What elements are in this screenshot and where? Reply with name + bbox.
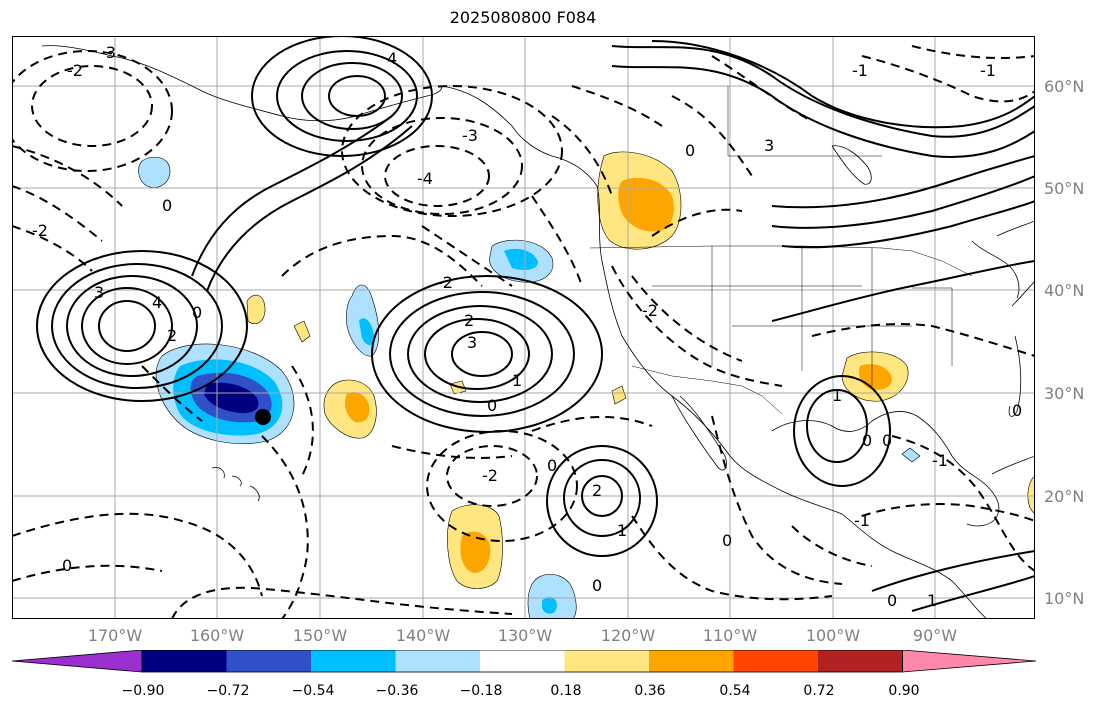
political-borders [589,86,973,415]
contour-label: 0 [887,591,897,610]
colorbar-segments [11,650,1037,673]
contour-label: -2 [67,61,83,80]
contour-label: 1 [512,371,522,390]
contour-label: -1 [980,61,996,80]
colorbar-tick-label: −0.54 [291,683,335,699]
contour-label: -4 [417,169,433,188]
lon-label-100w: 100°W [805,626,861,645]
contour-label: -3 [100,43,116,62]
contour-label: 4 [152,293,162,312]
contour-label: 1 [832,386,842,405]
colorbar-tick-label: 0.36 [634,683,666,699]
negative-anomaly-small-3-core [504,248,538,270]
contour-label: 4 [387,49,397,68]
positive-anomaly-south-core [460,531,491,574]
colorbar-tick-label: −0.36 [375,683,419,699]
coastlines [41,45,1035,619]
lon-label-160w: 160°W [189,626,245,645]
lon-label-130w: 130°W [497,626,553,645]
colorbar-tick-label: 0.54 [719,683,751,699]
colorbar-tick-label: −0.72 [206,683,250,699]
lon-label-150w: 150°W [292,626,348,645]
colorbar-segment [733,650,819,672]
contour-label: 3 [467,333,477,352]
colorbar-segment [564,650,650,672]
colorbar-segment [480,650,565,672]
colorbar-outline [141,650,903,673]
contour-label: 0 [882,431,892,450]
shaded-anomalies [138,151,1035,619]
colorbar-segment [818,650,903,672]
lon-label-170w: 170°W [87,626,143,645]
colorbar-segment [395,650,481,672]
positive-anomaly-small-1 [246,294,266,325]
colorbar-segment [226,650,312,672]
map-title: 2025080800 F084 [449,8,597,27]
contour-label: -2 [642,301,658,320]
colorbar-segment [142,650,227,672]
contour-label: 0 [1012,401,1022,420]
lat-label-20n: 20°N [1044,487,1085,506]
colorbar-tick-label: 0.72 [803,683,835,699]
contour-label: 2 [592,481,602,500]
lat-label-10n: 10°N [1044,589,1085,608]
colorbar-segment [649,650,734,672]
lat-label-50n: 50°N [1044,179,1085,198]
lat-label-60n: 60°N [1044,77,1085,96]
contour-label: 0 [62,556,72,575]
contour-label: -2 [437,273,453,292]
contour-label: 0 [162,196,172,215]
contour-label: 2 [464,311,474,330]
colorbar-tick-label: 0.18 [550,683,582,699]
negative-anomaly-small-4 [527,573,577,619]
positive-anomaly-small-2 [293,320,311,343]
colorbar-tick-label: −0.90 [121,683,165,699]
lat-label-30n: 30°N [1044,384,1085,403]
negative-anomaly-small-4-core [542,596,557,614]
contour-label: -1 [852,61,868,80]
contour-label: 3 [764,136,774,155]
negative-anomaly-small-5 [901,447,921,463]
forecast-map: 4 3 2 3 2 1 4 3 2 1 1 1 0 0 0 0 0 0 0 0 … [12,36,1035,619]
contour-label: 2 [167,326,177,345]
lat-label-40n: 40°N [1044,281,1085,300]
negative-anomaly-core [204,382,259,414]
lon-label-110w: 110°W [702,626,758,645]
contour-label: 3 [94,283,104,302]
colorbar-tick-label: 0.90 [888,683,920,699]
contour-label: 0 [722,531,732,550]
contour-label: 1 [617,521,627,540]
contour-label: 0 [547,456,557,475]
negative-anomaly-small-1 [138,156,171,188]
contour-label: 0 [685,141,695,160]
contour-label: -1 [854,511,870,530]
colorbar-extend-min [11,650,143,673]
contour-label: 0 [487,396,497,415]
colorbar-tick-label: −0.18 [459,683,503,699]
contour-label: 0 [192,303,202,322]
lon-label-90w: 90°W [912,626,958,645]
colorbar-extend-max [902,650,1037,673]
contour-label: 0 [862,431,872,450]
colorbar-segment [311,650,396,672]
lon-label-120w: 120°W [600,626,656,645]
contour-label: -1 [932,451,948,470]
contour-label: -2 [32,221,48,240]
contour-label: -2 [482,466,498,485]
negative-contours [12,45,1035,619]
positive-anomaly-mid-pacific-core [344,392,370,423]
positive-anomaly-bc-core [618,177,674,232]
contour-labels: 4 3 2 3 2 1 4 3 2 1 1 1 0 0 0 0 0 0 0 0 … [32,43,1022,610]
colorbar [11,650,1037,673]
positive-anomaly-small-4 [611,385,627,405]
lon-label-140w: 140°W [395,626,451,645]
negative-anomaly-small-2-core [359,318,374,346]
contour-label: 1 [927,591,937,610]
storm-center-marker [255,409,271,425]
contour-label: 0 [592,576,602,595]
contour-label: -3 [462,126,478,145]
